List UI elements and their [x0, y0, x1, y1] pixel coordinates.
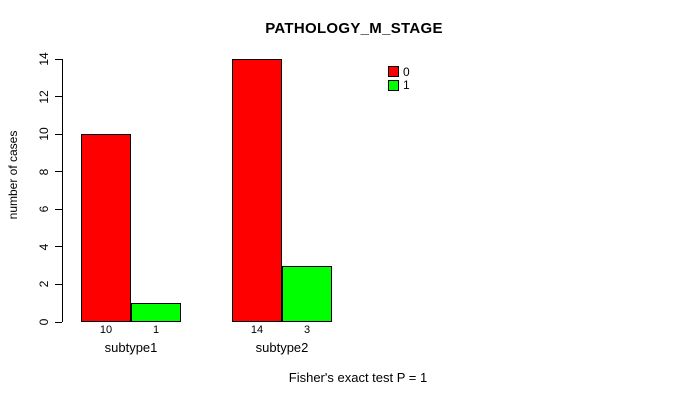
y-tick-label: 8 [37, 168, 51, 176]
bar-subtype2-0 [232, 59, 282, 322]
y-axis-tick [55, 96, 62, 97]
y-axis-label: number of cases [6, 130, 20, 220]
y-axis-tick [55, 59, 62, 60]
y-axis-line [62, 59, 63, 322]
x-category-label: subtype1 [104, 340, 158, 355]
y-axis-tick [55, 171, 62, 172]
y-tick-label: 12 [37, 89, 51, 104]
y-tick-label: 6 [37, 205, 51, 213]
y-tick-label: 14 [37, 52, 51, 66]
fisher-test-annotation: Fisher's exact test P = 1 [288, 370, 428, 385]
bar-subtype1-1 [131, 303, 181, 322]
bar-count-label: 1 [152, 324, 160, 336]
legend-swatch-0 [388, 66, 399, 77]
y-tick-label: 0 [37, 318, 51, 326]
bar-subtype1-0 [81, 134, 131, 322]
y-axis-tick [55, 134, 62, 135]
y-tick-label: 10 [37, 127, 51, 141]
y-axis-tick [55, 284, 62, 285]
bar-count-label: 10 [99, 324, 113, 336]
y-tick-label: 2 [37, 281, 51, 288]
bar-subtype2-1 [282, 266, 332, 322]
y-axis-tick [55, 209, 62, 210]
legend-label-0: 0 [403, 64, 410, 79]
legend-label-1: 1 [403, 78, 410, 92]
x-category-label: subtype2 [255, 340, 309, 355]
legend-swatch-1 [388, 79, 399, 91]
bar-count-label: 3 [303, 324, 311, 336]
y-axis-tick [55, 246, 62, 247]
chart-title: PATHOLOGY_M_STAGE [265, 20, 443, 37]
bar-count-label: 14 [250, 324, 264, 336]
y-axis-tick [55, 322, 62, 323]
y-tick-label: 4 [37, 243, 51, 251]
